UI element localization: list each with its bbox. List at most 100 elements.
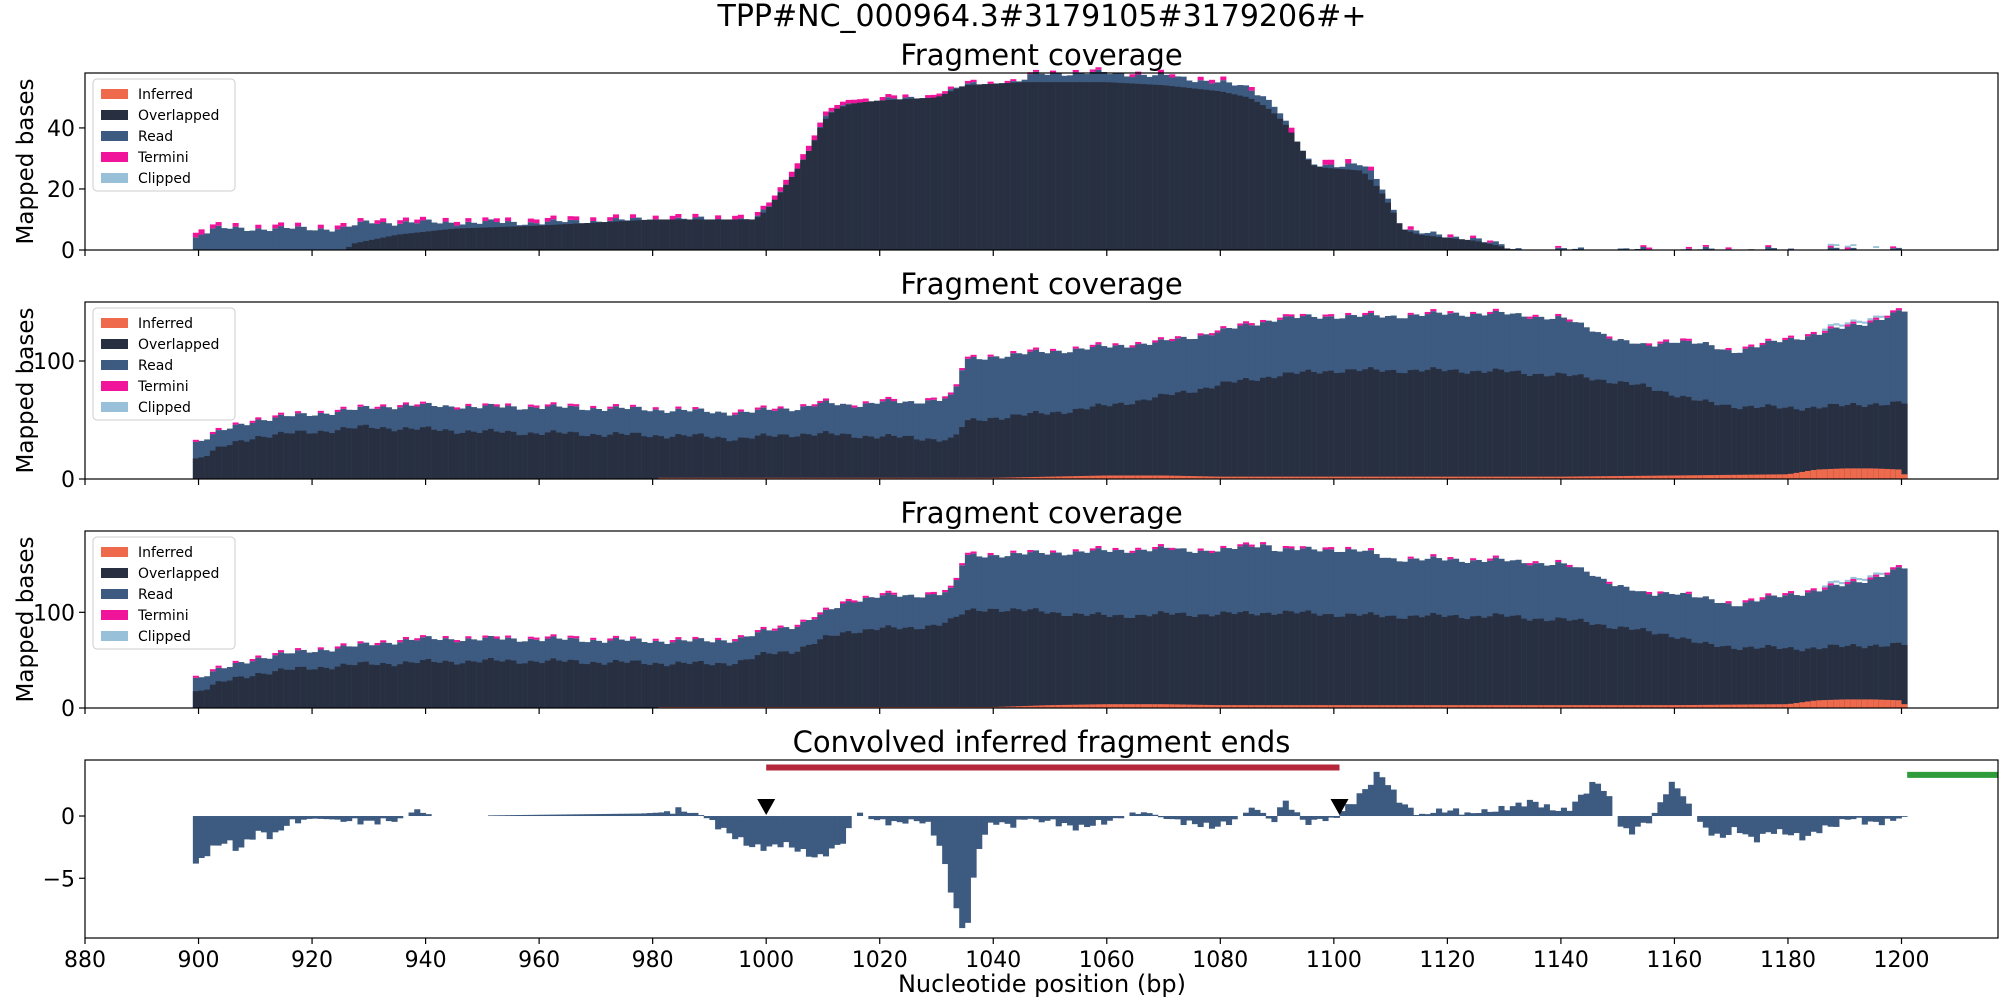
inferred-bar (1884, 468, 1891, 479)
termini-bar (1208, 333, 1216, 336)
conv-bar (1294, 812, 1301, 817)
termini-bar (839, 601, 847, 604)
overlapped-bar (1243, 378, 1250, 479)
inferred-bar (1719, 704, 1726, 708)
conv-bar (1629, 816, 1636, 835)
overlapped-bar (936, 441, 943, 479)
overlapped-bar (1498, 614, 1505, 708)
axes-frame (84, 301, 1999, 480)
termini-bar (607, 406, 614, 409)
termini-bar (590, 405, 597, 409)
read-bar (243, 231, 251, 250)
termini-bar (1646, 591, 1653, 595)
overlapped-bar (998, 611, 1006, 708)
overlapped-bar (1163, 85, 1170, 250)
overlapped-bar (1061, 616, 1068, 708)
overlapped-bar (1373, 185, 1380, 250)
overlapped-bar (1413, 233, 1420, 250)
termini-bar (1220, 76, 1227, 81)
overlapped-bar (1759, 647, 1766, 708)
conv-bar (1458, 814, 1465, 817)
conv-bar (1674, 788, 1681, 817)
termini-bar (987, 552, 994, 556)
inferred-bar (1572, 705, 1579, 708)
overlapped-bar (192, 458, 199, 479)
clipped-bar (1839, 582, 1846, 585)
termini-bar (1328, 314, 1335, 317)
termini-bar (465, 403, 472, 406)
overlapped-bar (510, 431, 517, 479)
termini-bar (1237, 544, 1244, 547)
overlapped-bar (1759, 407, 1766, 479)
overlapped-bar (425, 231, 432, 250)
termini-bar (879, 399, 886, 402)
termini-bar (1299, 313, 1306, 317)
termini-bar (652, 638, 659, 641)
read-bar (255, 228, 262, 250)
conv-bar (1839, 816, 1846, 820)
inferred-bar (1617, 476, 1624, 479)
inferred-bar (1004, 706, 1011, 708)
inferred-bar (1118, 475, 1125, 479)
overlapped-bar (334, 666, 341, 708)
x-tick-label: 1160 (1646, 948, 1702, 973)
overlapped-bar (641, 436, 648, 479)
termini-bar (885, 396, 892, 400)
conv-bar (550, 814, 557, 817)
overlapped-bar (970, 418, 977, 479)
overlapped-bar (516, 663, 523, 708)
overlapped-bar (295, 430, 302, 479)
termini-bar (1685, 338, 1692, 341)
overlapped-bar (1890, 401, 1897, 479)
overlapped-bar (402, 233, 409, 250)
overlapped-bar (1384, 370, 1392, 479)
termini-bar (1322, 314, 1329, 317)
legend-swatch (101, 318, 128, 328)
termini-bar (925, 592, 932, 595)
overlapped-bar (1345, 613, 1352, 708)
conv-bar (1850, 816, 1857, 820)
overlapped-bar (442, 660, 449, 708)
termini-bar (380, 404, 387, 407)
termini-bar (1282, 545, 1289, 549)
overlapped-bar (1362, 369, 1369, 479)
overlapped-bar (1123, 617, 1130, 708)
termini-bar (930, 94, 937, 98)
overlapped-bar (1407, 231, 1414, 250)
overlapped-bar (964, 420, 971, 479)
overlapped-bar (544, 225, 551, 250)
conv-bar (1600, 790, 1607, 817)
legend-label: Clipped (138, 171, 191, 187)
inferred-bar (1254, 476, 1261, 479)
overlapped-bar (885, 625, 892, 708)
termini-bar (715, 637, 722, 640)
overlapped-bar (1231, 382, 1238, 479)
conv-bar (839, 816, 847, 844)
inferred-bar (1799, 702, 1806, 708)
overlapped-bar (1106, 406, 1113, 479)
termini-bar (1362, 312, 1369, 316)
conv-bar (1067, 816, 1074, 826)
overlapped-bar (419, 427, 426, 479)
inferred-bar (1498, 476, 1505, 479)
conv-bar (1203, 816, 1210, 823)
overlapped-bar (1646, 387, 1653, 479)
overlapped-bar (453, 228, 461, 250)
termini-bar (272, 653, 279, 656)
overlapped-bar (1509, 371, 1516, 479)
overlapped-bar (981, 84, 988, 250)
conv-bar (987, 816, 994, 823)
conv-bar (1010, 816, 1017, 828)
inferred-bar (1407, 476, 1414, 479)
inferred-bar (1833, 468, 1840, 479)
overlapped-bar (1101, 82, 1108, 250)
inferred-bar (1089, 475, 1096, 479)
inferred-bar (1674, 475, 1681, 479)
overlapped-bar (1770, 405, 1778, 479)
overlapped-bar (749, 219, 756, 250)
overlapped-bar (1350, 613, 1357, 708)
read-bar (1890, 248, 1897, 250)
clipped-bar (1833, 323, 1840, 326)
y-tick-label: 100 (33, 350, 75, 375)
